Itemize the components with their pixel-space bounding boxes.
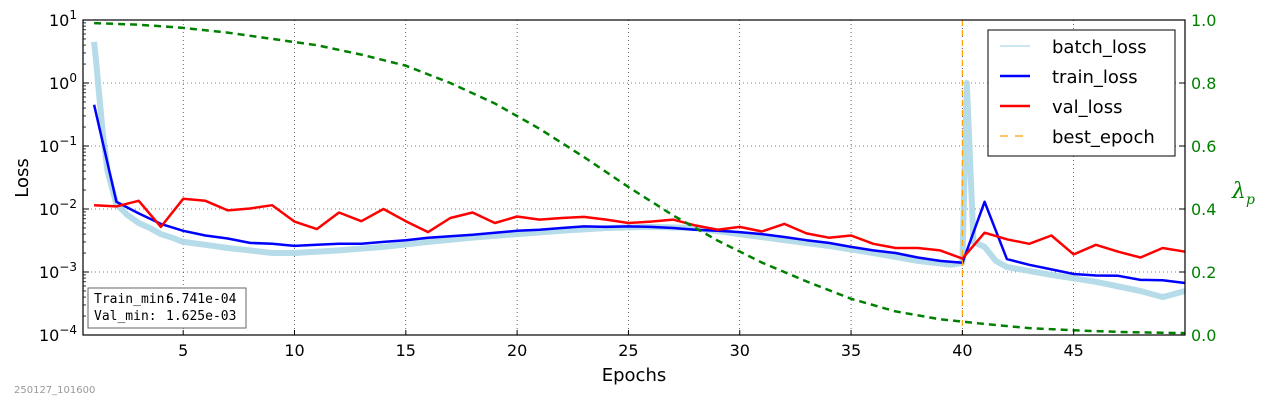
y-right-tick-label: 0.6 xyxy=(1191,137,1216,156)
y-axis-label: Loss xyxy=(12,158,33,197)
series-train-loss xyxy=(92,104,1186,285)
series-val-loss xyxy=(94,197,1186,260)
stats-box-frame xyxy=(87,287,247,329)
stats-train-min-value: 6.741e-04 xyxy=(166,292,237,307)
series-layer xyxy=(91,20,1186,335)
y-right-tick-label: 0.0 xyxy=(1191,326,1216,345)
y-tick-label: 101 xyxy=(49,8,77,30)
y-right-tick-label: 0.8 xyxy=(1191,74,1216,93)
stats-train-min-label: Train_min: xyxy=(94,292,172,307)
x-tick-label: 5 xyxy=(178,341,188,360)
x-tick-label: 15 xyxy=(396,341,416,360)
y-tick-label: 10−2 xyxy=(39,197,77,219)
y-tick-label: 10−1 xyxy=(39,134,77,156)
x-tick-label: 40 xyxy=(952,341,972,360)
series-lambda-p xyxy=(94,21,1186,335)
footer-timestamp: 250127_101600 xyxy=(14,385,95,396)
plot-frame xyxy=(82,19,1186,336)
series-batch-loss xyxy=(91,41,1186,301)
x-tick-label: 35 xyxy=(841,341,861,360)
x-tick-label: 20 xyxy=(507,341,527,360)
x-axis-label: Epochs xyxy=(602,365,667,386)
legend-label-val-loss: val_loss xyxy=(1052,97,1122,118)
tick-layer: 5 10 15 20 25 30 35 40 45 10−4 10−3 10−2 10−1 100 101 0… xyxy=(39,8,1217,360)
x-tick-label: 10 xyxy=(284,341,304,360)
right-axis-label: λp xyxy=(1231,179,1255,208)
y-tick-label: 100 xyxy=(49,71,77,93)
legend-label-train-loss: train_loss xyxy=(1052,67,1138,88)
x-tick-label: 25 xyxy=(618,341,638,360)
x-tick-label: 30 xyxy=(730,341,750,360)
stats-box: Train_min: 6.741e-04 Val_min: 1.625e-03 xyxy=(87,287,247,329)
y-tick-label: 10−3 xyxy=(39,260,77,282)
stats-val-min-value: 1.625e-03 xyxy=(166,309,236,324)
legend-label-best-epoch: best_epoch xyxy=(1052,127,1155,148)
legend: batch_loss train_loss val_loss best_epoc… xyxy=(987,29,1176,157)
stats-val-min-label: Val_min: xyxy=(94,309,157,324)
stats-train-min: Train_min: 6.741e-04 xyxy=(94,292,237,307)
x-tick-label: 45 xyxy=(1064,341,1084,360)
y-right-tick-label: 0.4 xyxy=(1191,200,1216,219)
y-tick-label: 10−4 xyxy=(39,323,77,345)
stats-val-min: Val_min: 1.625e-03 xyxy=(94,309,236,324)
legend-box xyxy=(987,29,1176,157)
y-right-tick-label: 1.0 xyxy=(1191,11,1216,30)
legend-label-batch-loss: batch_loss xyxy=(1052,37,1147,58)
y-right-tick-label: 0.2 xyxy=(1191,263,1216,282)
